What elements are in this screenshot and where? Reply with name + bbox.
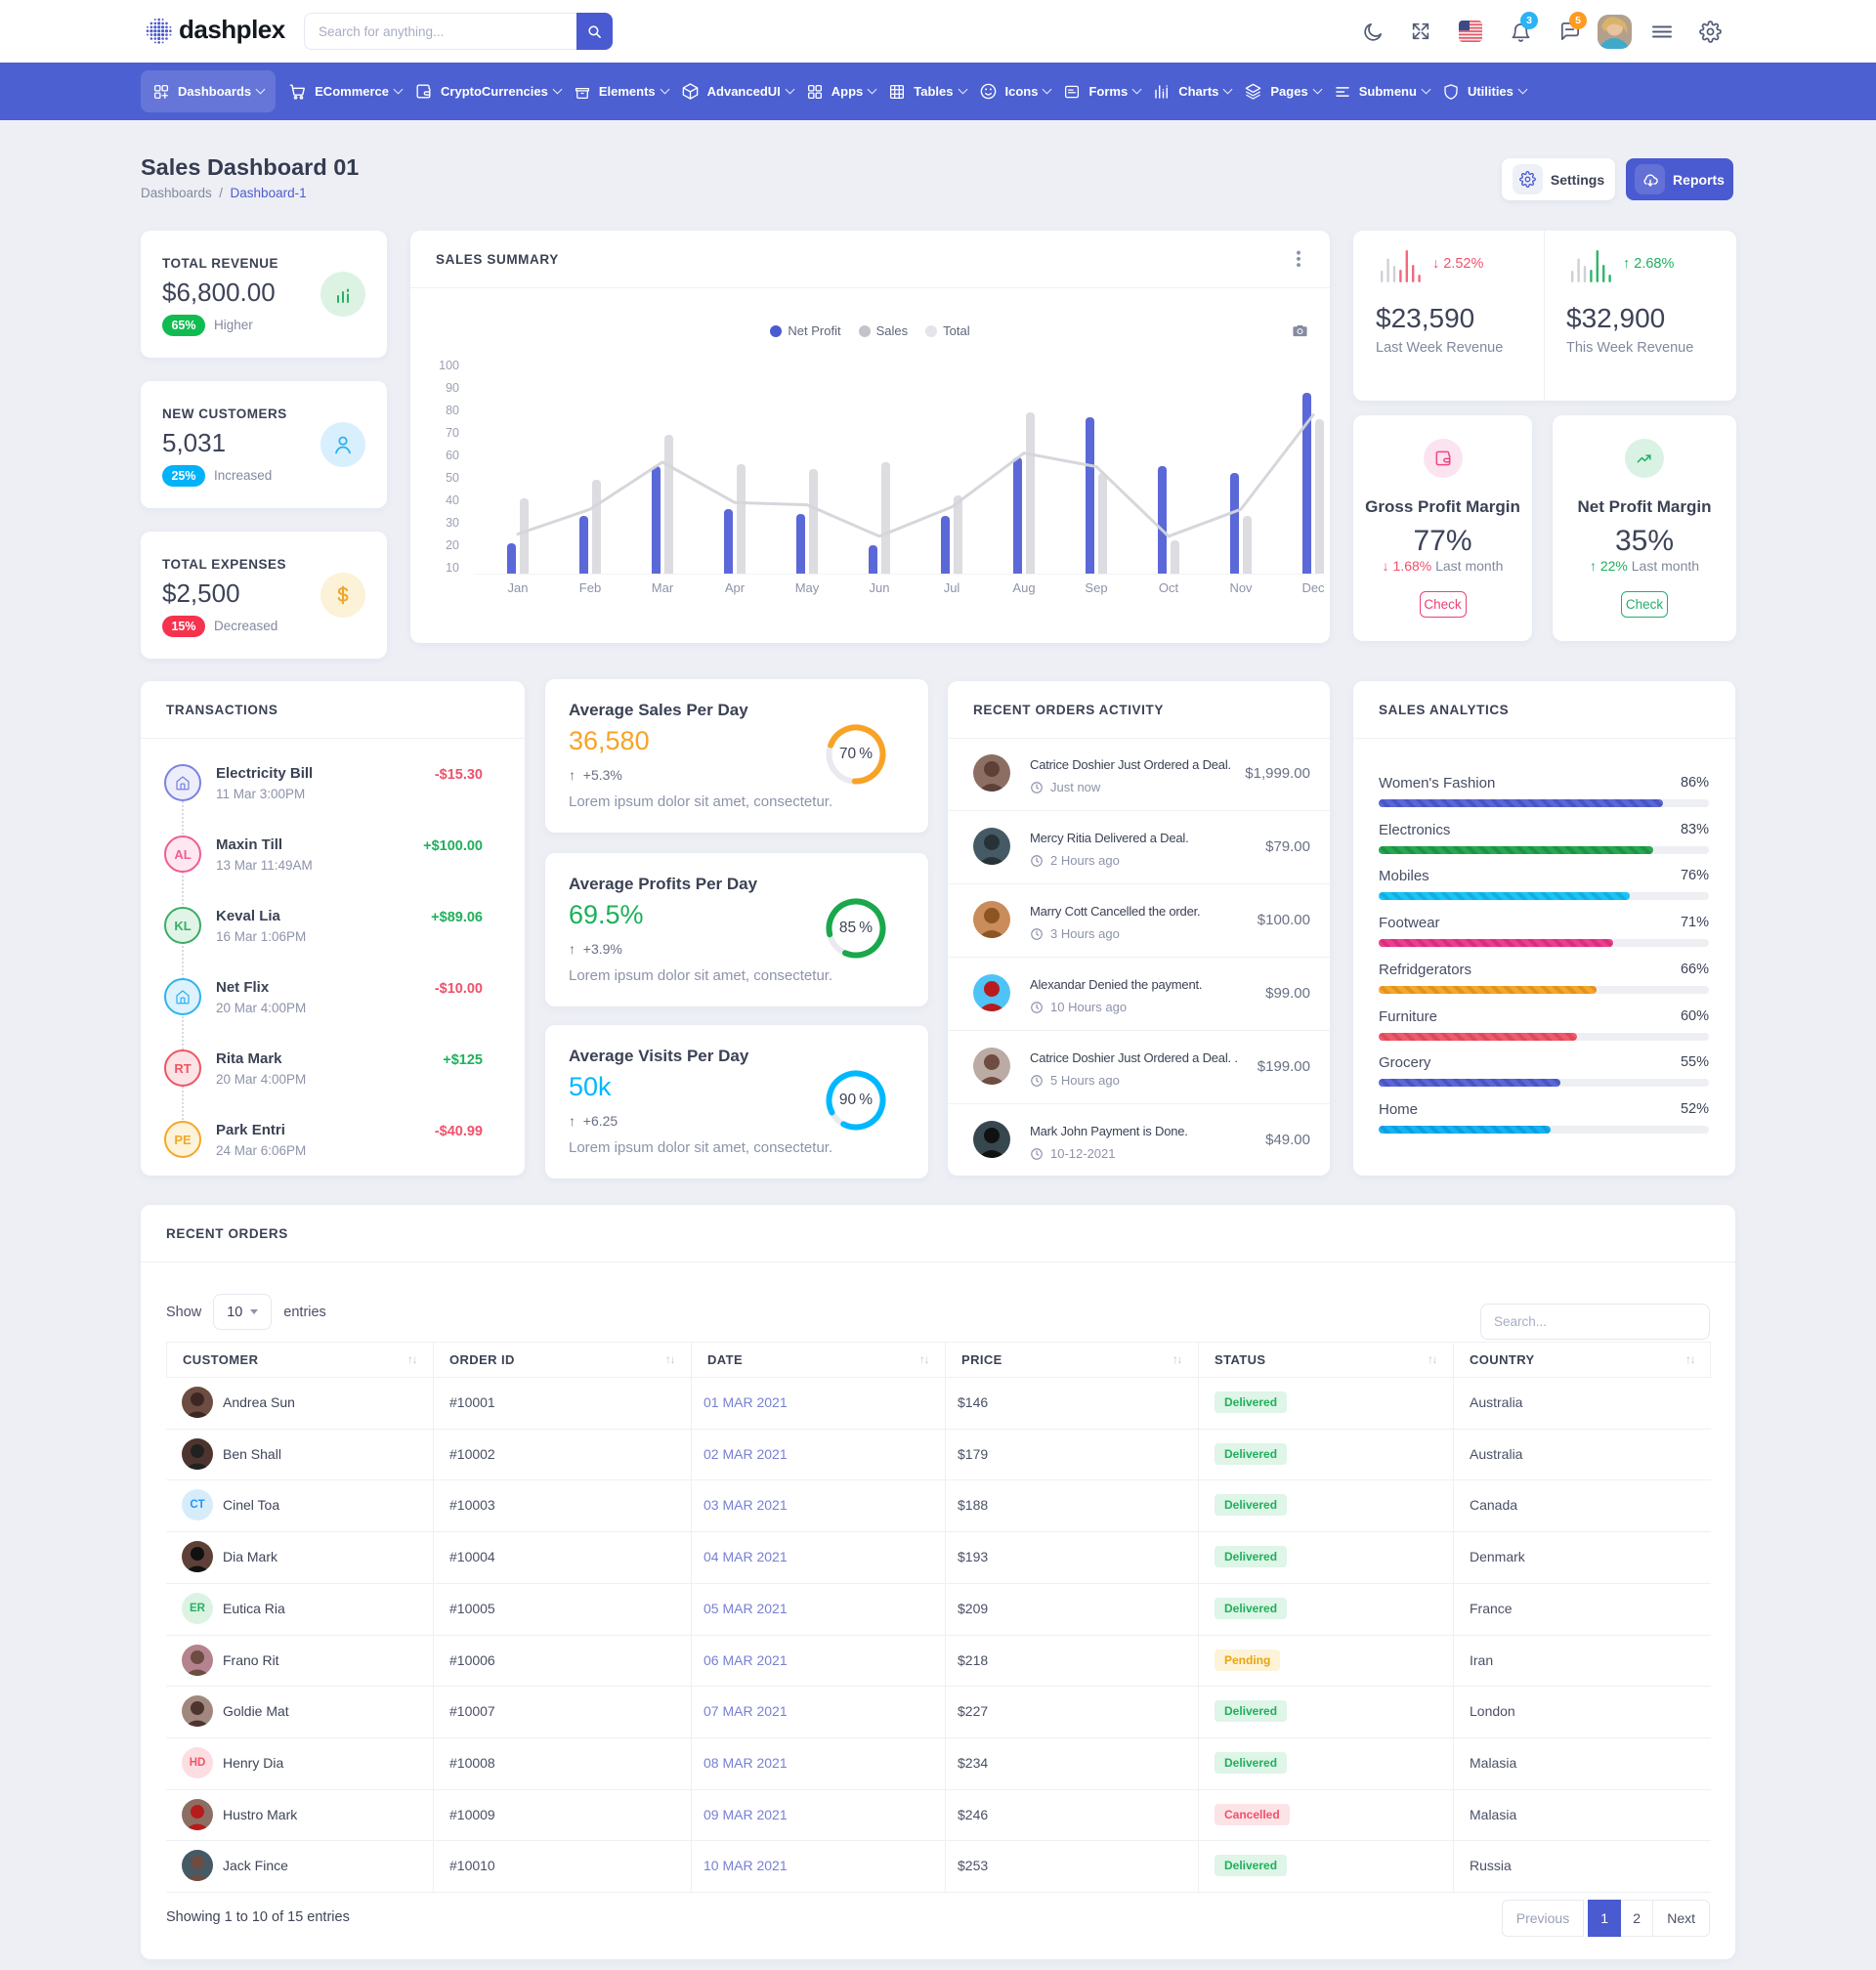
svg-text:90: 90 bbox=[446, 381, 459, 395]
svg-text:60: 60 bbox=[446, 449, 459, 462]
svg-text:Aug: Aug bbox=[1012, 580, 1035, 595]
svg-text:Apr: Apr bbox=[725, 580, 746, 595]
svg-text:Jan: Jan bbox=[508, 580, 529, 595]
svg-text:Oct: Oct bbox=[1159, 580, 1179, 595]
svg-text:Jul: Jul bbox=[944, 580, 960, 595]
svg-text:Jun: Jun bbox=[870, 580, 890, 595]
svg-text:20: 20 bbox=[446, 538, 459, 552]
svg-text:Mar: Mar bbox=[652, 580, 674, 595]
svg-text:50: 50 bbox=[446, 471, 459, 485]
svg-text:Nov: Nov bbox=[1229, 580, 1253, 595]
svg-text:Dec: Dec bbox=[1301, 580, 1325, 595]
svg-text:Sep: Sep bbox=[1085, 580, 1107, 595]
svg-text:30: 30 bbox=[446, 516, 459, 530]
svg-text:May: May bbox=[795, 580, 820, 595]
svg-text:80: 80 bbox=[446, 404, 459, 417]
svg-text:40: 40 bbox=[446, 493, 459, 507]
svg-text:70: 70 bbox=[446, 426, 459, 440]
svg-text:Feb: Feb bbox=[579, 580, 601, 595]
svg-text:100: 100 bbox=[439, 359, 459, 372]
svg-text:10: 10 bbox=[446, 561, 459, 575]
